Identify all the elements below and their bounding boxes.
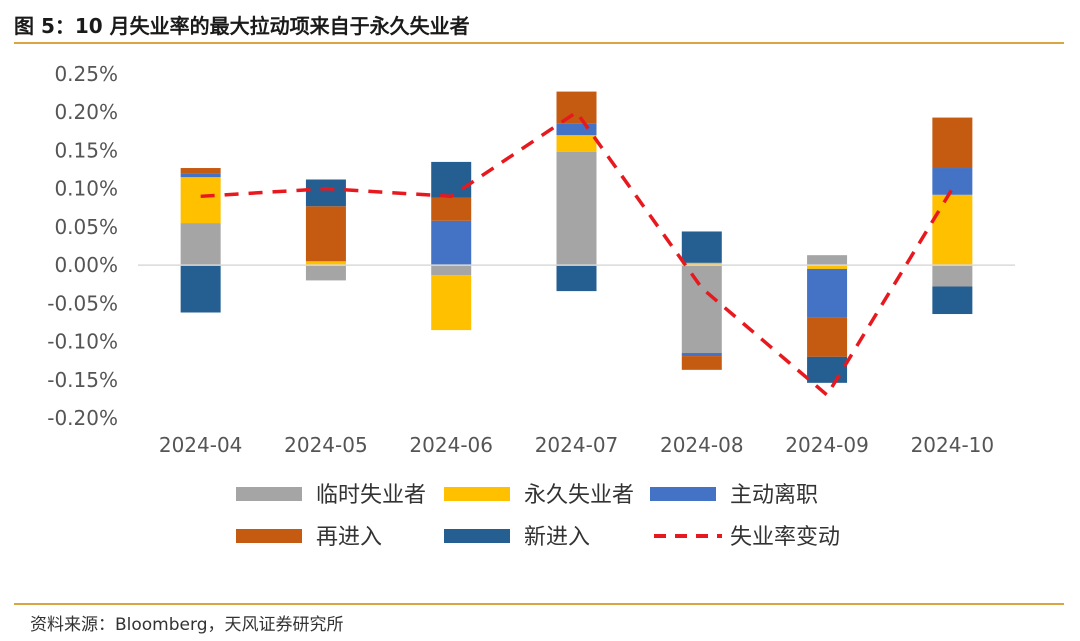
bar-segment bbox=[807, 255, 848, 266]
bar-segment bbox=[807, 356, 848, 383]
bar-segment bbox=[681, 353, 722, 357]
bar-segment bbox=[431, 220, 472, 266]
bar-segment bbox=[556, 265, 597, 292]
y-tick-label: 0.20% bbox=[54, 100, 118, 124]
bar-segment bbox=[180, 173, 221, 178]
y-tick-label: 0.00% bbox=[54, 253, 118, 277]
y-tick-label: 0.15% bbox=[54, 138, 118, 162]
x-tick-label: 2024-06 bbox=[409, 433, 493, 457]
bar-segment bbox=[807, 317, 848, 357]
bar-segment bbox=[431, 197, 472, 221]
legend-label: 失业率变动 bbox=[730, 525, 840, 550]
legend-swatch bbox=[444, 487, 510, 501]
bar-segment bbox=[180, 265, 221, 313]
x-tick-label: 2024-04 bbox=[159, 433, 243, 457]
bar-segment bbox=[932, 265, 973, 287]
bar-segment bbox=[305, 179, 346, 207]
x-tick-label: 2024-07 bbox=[535, 433, 619, 457]
bar-segment bbox=[681, 231, 722, 263]
bar-segment bbox=[681, 262, 722, 266]
footer-divider bbox=[14, 603, 1064, 605]
bar-segment bbox=[932, 168, 973, 195]
bar-segment bbox=[180, 223, 221, 266]
bar-segment bbox=[556, 135, 597, 152]
y-tick-label: -0.10% bbox=[47, 330, 118, 354]
legend-swatch bbox=[650, 487, 716, 501]
bar-segment bbox=[305, 206, 346, 262]
bar-segment bbox=[807, 265, 848, 269]
bar-segment bbox=[556, 123, 597, 136]
title-divider bbox=[14, 42, 1064, 44]
legend-swatch bbox=[236, 529, 302, 543]
y-tick-label: -0.15% bbox=[47, 368, 118, 392]
stacked-bar-chart: 0.25% 0.20% 0.15% 0.10% 0.05% 0.00% -0.05% -0.1… bbox=[47, 62, 1015, 550]
x-tick-label: 2024-10 bbox=[911, 433, 995, 457]
legend-label: 主动离职 bbox=[730, 483, 818, 508]
bar-segment bbox=[681, 265, 722, 354]
bar-segment bbox=[431, 275, 472, 331]
x-axis-ticks: 2024-04 2024-05 2024-06 2024-07 2024-08 2024-… bbox=[159, 433, 994, 457]
bar-segment bbox=[932, 117, 973, 169]
y-tick-label: -0.20% bbox=[47, 406, 118, 430]
source-note: 资料来源：Bloomberg，天风证券研究所 bbox=[30, 615, 344, 635]
y-tick-label: -0.05% bbox=[47, 291, 118, 315]
bar-segment bbox=[807, 268, 848, 318]
x-tick-label: 2024-09 bbox=[785, 433, 869, 457]
x-tick-label: 2024-08 bbox=[660, 433, 744, 457]
legend-swatch bbox=[236, 487, 302, 501]
bar-segment bbox=[305, 265, 346, 281]
y-tick-label: 0.25% bbox=[54, 62, 118, 86]
x-tick-label: 2024-05 bbox=[284, 433, 368, 457]
legend-label: 新进入 bbox=[524, 525, 590, 550]
legend-swatch bbox=[444, 529, 510, 543]
y-tick-label: 0.10% bbox=[54, 177, 118, 201]
bar-segment bbox=[431, 161, 472, 198]
y-axis-ticks: 0.25% 0.20% 0.15% 0.10% 0.05% 0.00% -0.05% -0.1… bbox=[47, 62, 118, 430]
bar-segment bbox=[681, 356, 722, 370]
legend-label: 永久失业者 bbox=[524, 483, 634, 508]
bar-segment bbox=[431, 265, 472, 276]
bar-segment bbox=[180, 177, 221, 224]
series-line-unemployment-change bbox=[200, 109, 954, 398]
figure-title: 图 5：10 月失业率的最大拉动项来自于永久失业者 bbox=[14, 14, 470, 38]
bar-segment bbox=[932, 286, 973, 315]
bar-segment bbox=[932, 194, 973, 266]
bar-segment bbox=[556, 151, 597, 266]
bar-segment bbox=[305, 261, 346, 266]
bar-segment bbox=[556, 91, 597, 124]
y-tick-label: 0.05% bbox=[54, 215, 118, 239]
bar-segment bbox=[180, 168, 221, 174]
legend-label: 临时失业者 bbox=[316, 483, 426, 508]
bar-segments bbox=[180, 91, 973, 383]
legend-label: 再进入 bbox=[316, 525, 382, 550]
